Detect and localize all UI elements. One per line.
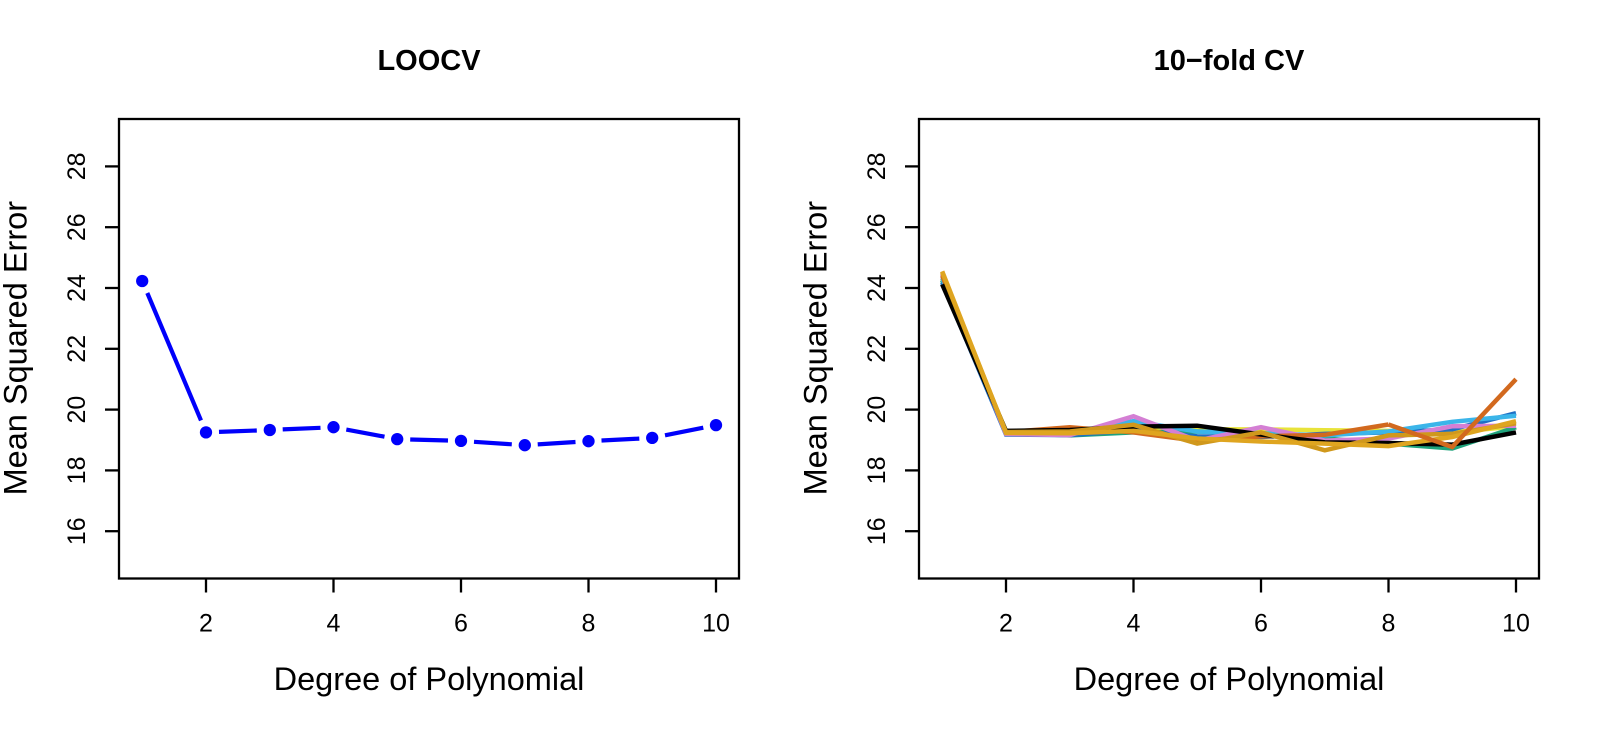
svg-text:16: 16 xyxy=(863,517,891,545)
svg-text:16: 16 xyxy=(63,517,91,545)
svg-text:20: 20 xyxy=(63,396,91,424)
svg-text:LOOCV: LOOCV xyxy=(377,45,481,77)
svg-text:22: 22 xyxy=(863,335,891,363)
svg-text:Degree of Polynomial: Degree of Polynomial xyxy=(274,661,585,697)
svg-text:10: 10 xyxy=(1502,610,1530,638)
svg-text:10: 10 xyxy=(702,610,730,638)
svg-text:24: 24 xyxy=(63,274,91,302)
svg-text:28: 28 xyxy=(863,152,891,180)
svg-text:2: 2 xyxy=(999,610,1013,638)
svg-text:Mean Squared Error: Mean Squared Error xyxy=(0,201,34,496)
svg-text:4: 4 xyxy=(1127,610,1141,638)
svg-text:8: 8 xyxy=(582,610,596,638)
svg-text:24: 24 xyxy=(863,274,891,302)
svg-text:Mean Squared Error: Mean Squared Error xyxy=(798,201,834,496)
svg-text:6: 6 xyxy=(1254,610,1268,638)
svg-text:4: 4 xyxy=(327,610,341,638)
svg-text:18: 18 xyxy=(63,456,91,484)
svg-text:Degree of Polynomial: Degree of Polynomial xyxy=(1074,661,1385,697)
svg-text:6: 6 xyxy=(454,610,468,638)
svg-text:20: 20 xyxy=(863,396,891,424)
svg-text:26: 26 xyxy=(63,213,91,241)
svg-text:10−fold CV: 10−fold CV xyxy=(1154,45,1305,77)
svg-text:8: 8 xyxy=(1382,610,1396,638)
svg-text:26: 26 xyxy=(863,213,891,241)
svg-text:22: 22 xyxy=(63,335,91,363)
svg-text:28: 28 xyxy=(63,152,91,180)
svg-text:2: 2 xyxy=(199,610,213,638)
svg-text:18: 18 xyxy=(863,456,891,484)
